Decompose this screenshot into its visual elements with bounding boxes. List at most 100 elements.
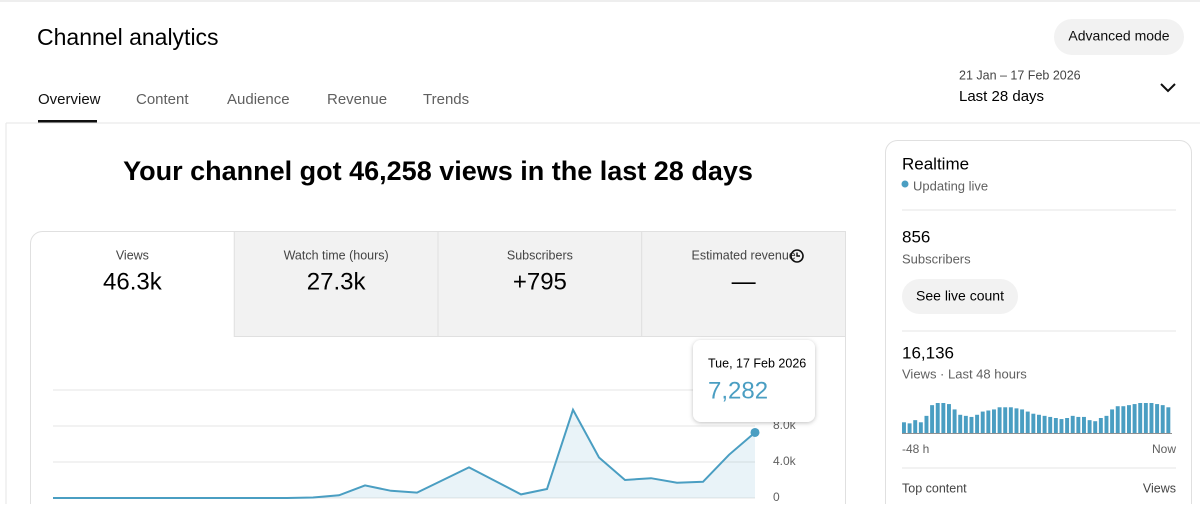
views-label: Views · Last 48 hours: [902, 366, 1027, 381]
bar: [1132, 404, 1137, 433]
bar: [1138, 403, 1143, 433]
page-title: Channel analytics: [37, 24, 219, 50]
bar: [1065, 418, 1070, 433]
bar: [980, 411, 985, 433]
bar: [992, 409, 996, 433]
bar: [924, 415, 929, 433]
bar: [1048, 416, 1053, 433]
bar: [1053, 418, 1058, 433]
line: [53, 407, 756, 499]
bar: [969, 416, 974, 433]
bar: [1098, 418, 1103, 433]
bar: [941, 403, 946, 433]
bar: [1110, 409, 1115, 433]
date-range-label[interactable]: Last 28 days: [959, 88, 1044, 105]
bar: [1014, 408, 1019, 433]
bar: [1042, 415, 1047, 433]
y-tick-label: 0: [773, 490, 780, 504]
tab[interactable]: Revenue: [327, 91, 387, 108]
top-content-column: Views: [1143, 481, 1176, 495]
tooltip-value: 7,282: [708, 377, 768, 404]
bar: [913, 420, 918, 433]
tab[interactable]: Trends: [423, 91, 469, 108]
metric-value: 46.3k: [103, 268, 163, 295]
bar: [1149, 403, 1154, 433]
bar: [1104, 415, 1109, 433]
info-clock-icon: [790, 249, 804, 263]
bar: [1031, 413, 1036, 433]
bar: [997, 407, 1002, 433]
bar: [963, 415, 968, 433]
area: [53, 409, 755, 498]
tab[interactable]: Overview: [38, 91, 101, 108]
clock-hands: [796, 252, 800, 257]
see-live-count-button[interactable]: [902, 279, 1018, 314]
bar: [1143, 403, 1148, 433]
realtime-card: [885, 140, 1192, 509]
bar: [1160, 405, 1165, 433]
dropdown-chevron[interactable]: [1160, 83, 1176, 93]
active-tab-indicator: [38, 120, 97, 123]
tooltip-layer: Tue, 17 Feb 2026 7,282: [693, 340, 815, 422]
metric-tile[interactable]: [437, 231, 643, 337]
bar: [935, 403, 940, 433]
bar: [1087, 420, 1092, 433]
metric-tiles: Views 46.3k Watch time (hours) 27.3k Subscri…: [103, 231, 846, 337]
bar: [1127, 405, 1131, 433]
metric-tile[interactable]: [641, 231, 846, 337]
bar: [986, 410, 991, 433]
bar: [1037, 414, 1041, 433]
metric-value: —: [732, 268, 756, 295]
realtime-title: Realtime: [902, 154, 969, 173]
subscriber-label: Subscribers: [902, 251, 971, 266]
bars-end-label: Now: [1152, 442, 1176, 456]
realtime-status: Updating live: [913, 178, 988, 193]
hover-point: [750, 427, 760, 437]
bar: [1076, 416, 1081, 433]
metric-label: Subscribers: [507, 248, 573, 262]
tabs: Overview Content Audience Revenue Trends: [38, 91, 469, 108]
bar: [1070, 415, 1075, 433]
bar: [1025, 411, 1030, 433]
bar: [952, 409, 957, 433]
bar: [1020, 409, 1025, 433]
views-count: 16,136: [902, 343, 954, 362]
tooltip-date: Tue, 17 Feb 2026: [708, 356, 806, 370]
tab[interactable]: Audience: [227, 91, 290, 108]
metric-value: +795: [513, 268, 567, 295]
tab[interactable]: Content: [136, 91, 189, 108]
subscriber-count: 856: [902, 227, 930, 246]
bar: [1082, 416, 1086, 433]
bar: [907, 423, 912, 433]
bar: [958, 414, 963, 433]
bar: [1155, 404, 1160, 433]
bar: [1166, 407, 1171, 433]
bar: [1003, 407, 1008, 433]
bar: [1059, 419, 1064, 433]
live-dot: [901, 180, 909, 188]
bar: [947, 404, 951, 433]
headline: Your channel got 46,258 views in the las…: [123, 156, 753, 186]
metric-label: Estimated revenue: [692, 248, 796, 262]
bar: [1093, 421, 1098, 433]
date-range: 21 Jan – 17 Feb 2026: [959, 68, 1081, 82]
tooltip: [693, 340, 815, 422]
top-content-title: Top content: [902, 481, 967, 495]
see-live-count-label: See live count: [916, 288, 1004, 304]
bar: [918, 422, 923, 433]
y-tick-label: 4.0k: [773, 454, 797, 468]
metric-label: Views: [116, 248, 149, 262]
bar: [1008, 407, 1013, 433]
views-chart: 04.0k8.0k: [53, 389, 797, 504]
bar: [902, 422, 906, 433]
bar: [1121, 406, 1126, 433]
metric-value: 27.3k: [307, 268, 367, 295]
metric-label: Watch time (hours): [284, 248, 389, 262]
advanced-mode-button[interactable]: [1054, 19, 1184, 55]
advanced-mode-label: Advanced mode: [1068, 28, 1169, 44]
bar: [975, 414, 980, 433]
bars-start-label: -48 h: [902, 442, 929, 456]
bar: [1115, 406, 1120, 433]
